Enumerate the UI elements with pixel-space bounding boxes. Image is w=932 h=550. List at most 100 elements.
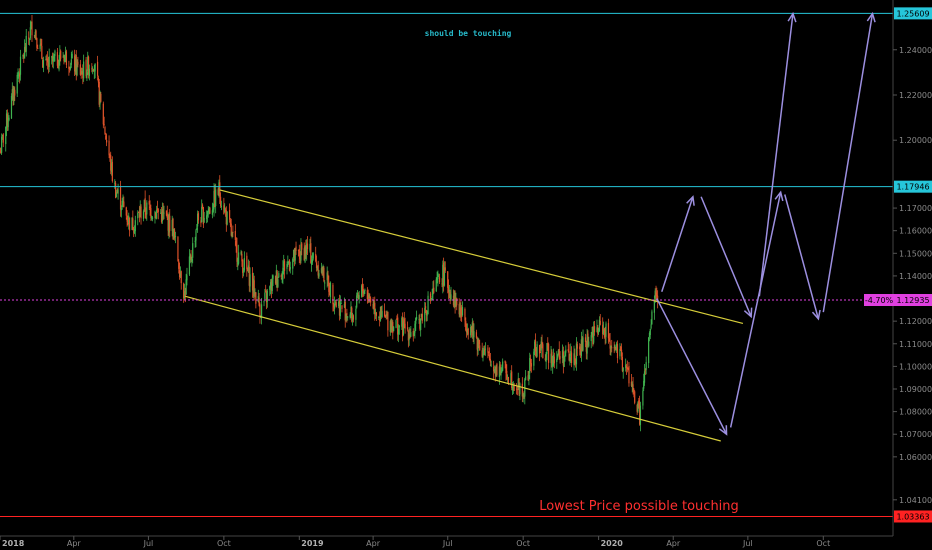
candle-body — [628, 366, 630, 384]
candle-body — [174, 236, 177, 238]
candle-body — [138, 211, 141, 218]
candle-body — [391, 322, 393, 331]
candle-body — [636, 404, 638, 412]
candlestick-series — [0, 14, 659, 432]
x-tick-label: Jul — [442, 539, 453, 548]
candle-body — [293, 249, 295, 261]
candle-body — [557, 349, 560, 355]
candle-body — [174, 230, 176, 238]
y-tick-label: 1.14000 — [899, 272, 932, 281]
candle-body — [438, 277, 441, 283]
candle-body — [274, 275, 277, 284]
candle-body — [1, 135, 4, 137]
candle-body — [598, 319, 601, 331]
candle-body — [225, 210, 227, 225]
candle-body — [527, 375, 529, 380]
candle-body — [75, 54, 77, 75]
candle-body — [495, 364, 497, 377]
candle-body — [529, 358, 532, 364]
candle-body — [149, 206, 151, 208]
candle-body — [484, 348, 486, 351]
projection-arrow-line — [729, 192, 782, 428]
candle-body — [487, 347, 489, 353]
candle-body — [306, 243, 309, 250]
candle-body — [493, 366, 495, 372]
candle-body — [125, 207, 127, 216]
candle-body — [557, 354, 559, 359]
candle-body — [127, 222, 129, 224]
candle-body — [111, 161, 113, 182]
candle-body — [579, 348, 582, 355]
projection-arrow-head — [743, 307, 753, 319]
candle-body — [361, 283, 364, 292]
candle-body — [339, 302, 341, 317]
candle-body — [185, 279, 187, 295]
candle-body — [511, 371, 513, 388]
candle-body — [41, 45, 43, 59]
candle-body — [248, 266, 250, 286]
candle-body — [349, 314, 351, 318]
candle-body — [512, 386, 514, 388]
candle-body — [630, 381, 633, 386]
candle-body — [286, 264, 288, 269]
candle-body — [76, 63, 78, 76]
candle-body — [324, 282, 326, 284]
candle-body — [616, 344, 619, 359]
candle-body — [418, 319, 420, 321]
candle-body — [62, 56, 64, 58]
y-tick-label: 1.04100 — [899, 496, 932, 505]
candle-body — [171, 220, 173, 232]
candle-body — [276, 271, 278, 285]
candle-body — [109, 155, 111, 157]
candle-body — [528, 375, 530, 380]
candle-body — [178, 261, 180, 269]
candle-body — [165, 210, 168, 216]
candle-body — [229, 209, 231, 220]
time-axis[interactable]: 2018 Apr Jul Oct 2019 Apr Jul Oct 2020 Apr Jul Oct — [0, 535, 893, 548]
candle-body — [87, 56, 90, 75]
candle-body — [650, 324, 652, 329]
candle-body — [35, 30, 37, 39]
candle-body — [166, 213, 168, 218]
candle-body — [569, 357, 571, 362]
candle-body — [544, 358, 546, 360]
candle-body — [634, 391, 636, 403]
candle-body — [653, 299, 655, 313]
candle-body — [208, 208, 210, 212]
candle-body — [110, 163, 113, 173]
candle-body — [461, 312, 463, 318]
candle-body — [79, 64, 81, 75]
x-tick-label: Apr — [67, 539, 82, 548]
candle-body — [316, 267, 318, 271]
candle-body — [71, 53, 73, 59]
candle-body — [559, 356, 561, 360]
price-axis[interactable]: 1.24000 1.22000 1.20000 1.17000 1.16000 1.150… — [892, 0, 932, 536]
candle-body — [616, 343, 618, 351]
candle-body — [639, 403, 641, 425]
candle-body — [402, 320, 405, 335]
candle-body — [246, 255, 248, 270]
candle-body — [605, 323, 607, 337]
candle-body — [192, 243, 194, 258]
candle-body — [467, 328, 469, 335]
y-tick-label: 1.06000 — [899, 453, 932, 462]
candle-body — [86, 72, 88, 79]
candle-body — [510, 373, 512, 384]
candle-body — [530, 363, 532, 367]
candle-body — [338, 300, 341, 316]
candle-body — [39, 44, 41, 49]
candle-body — [466, 328, 469, 334]
candle-body — [329, 282, 332, 297]
candle-body — [436, 277, 438, 281]
candle-body — [157, 209, 159, 213]
candle-body — [517, 378, 519, 388]
candle-body — [299, 256, 301, 259]
candle-body — [237, 262, 239, 265]
x-tick-label: Oct — [217, 539, 231, 548]
candle-body — [326, 272, 328, 281]
candle-body — [30, 21, 32, 29]
candle-body — [372, 304, 374, 309]
candle-body — [318, 273, 320, 277]
candle-body — [263, 301, 265, 303]
